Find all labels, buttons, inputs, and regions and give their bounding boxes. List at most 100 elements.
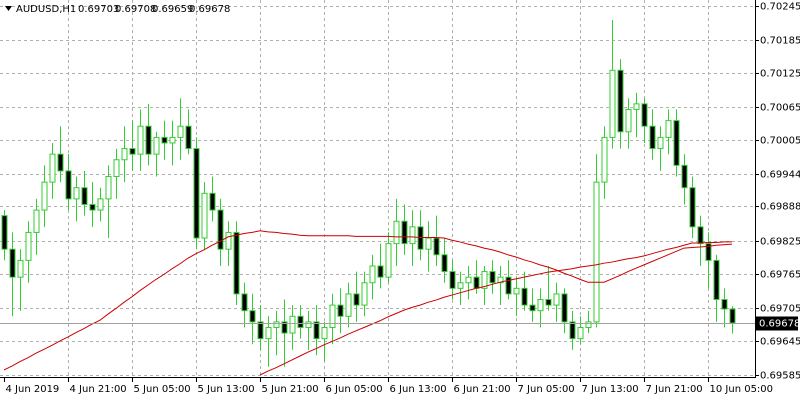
candle-body bbox=[697, 226, 704, 245]
candle-body bbox=[449, 271, 456, 289]
candle-body bbox=[577, 326, 584, 340]
header-low: 0.69659 bbox=[152, 4, 193, 15]
candle-body bbox=[521, 287, 528, 306]
candle-body bbox=[529, 304, 536, 312]
candle-body bbox=[121, 148, 128, 161]
candle-body bbox=[233, 231, 240, 295]
current-price-label: 0.69678 bbox=[759, 319, 800, 330]
candle-body bbox=[145, 125, 152, 155]
candle-body bbox=[41, 181, 48, 211]
candle-body bbox=[625, 108, 632, 133]
x-tick-label: 5 Jun 13:00 bbox=[198, 384, 255, 395]
x-tick-label: 6 Jun 13:00 bbox=[390, 384, 447, 395]
candle-body bbox=[217, 209, 224, 250]
candle-body bbox=[113, 159, 120, 178]
candle-body bbox=[705, 243, 712, 261]
candle-body bbox=[569, 321, 576, 340]
candle-body bbox=[249, 310, 256, 323]
y-tick-label: 0.69825 bbox=[760, 237, 800, 248]
candle-body bbox=[225, 231, 232, 250]
candle-body bbox=[489, 271, 496, 284]
current-price-box bbox=[756, 316, 798, 331]
y-tick-label: 0.70125 bbox=[760, 69, 800, 80]
candle-body bbox=[465, 276, 472, 284]
candle-body bbox=[321, 326, 328, 340]
candle-body bbox=[553, 293, 560, 306]
candle-body bbox=[441, 254, 448, 273]
candle-body bbox=[129, 148, 136, 155]
candle-body bbox=[593, 181, 600, 323]
candle-body bbox=[721, 299, 728, 310]
x-tick-label: 6 Jun 21:00 bbox=[454, 384, 511, 395]
candle-body bbox=[545, 299, 552, 306]
candle-body bbox=[161, 136, 168, 144]
candle-body bbox=[417, 226, 424, 250]
candle-body bbox=[377, 265, 384, 278]
candle-body bbox=[361, 282, 368, 306]
y-tick-label: 0.69765 bbox=[760, 270, 800, 281]
grid bbox=[0, 0, 755, 377]
candle-body bbox=[385, 243, 392, 278]
candle-body bbox=[257, 321, 264, 340]
x-tick-label: 5 Jun 21:00 bbox=[262, 384, 319, 395]
x-tick-label: 5 Jun 05:00 bbox=[134, 384, 191, 395]
candle-body bbox=[657, 136, 664, 150]
candle-body bbox=[345, 293, 352, 317]
y-tick-label: 0.70005 bbox=[760, 136, 800, 147]
y-tick-label: 0.70185 bbox=[760, 36, 800, 47]
candle-body bbox=[513, 287, 520, 295]
x-tick-label: 4 Jun 2019 bbox=[6, 384, 60, 395]
candle-body bbox=[505, 276, 512, 295]
candle-body bbox=[481, 271, 488, 289]
candle-body bbox=[313, 321, 320, 340]
candle-body bbox=[729, 308, 736, 324]
y-tick-label: 0.69585 bbox=[760, 371, 800, 382]
y-tick-label: 0.69944 bbox=[760, 170, 800, 181]
x-tick-label: 7 Jun 21:00 bbox=[646, 384, 703, 395]
candle-body bbox=[193, 148, 200, 239]
candle-body bbox=[681, 164, 688, 189]
candle-body bbox=[1, 215, 8, 250]
y-tick-label: 0.69888 bbox=[760, 202, 800, 213]
collapse-icon[interactable] bbox=[5, 6, 12, 11]
candle-body bbox=[633, 103, 640, 110]
candle-body bbox=[201, 192, 208, 239]
y-tick-label: 0.70245 bbox=[760, 2, 800, 13]
candle-body bbox=[185, 125, 192, 150]
candle-body bbox=[49, 153, 56, 183]
candle-body bbox=[137, 125, 144, 155]
candle-body bbox=[25, 231, 32, 261]
header-open: 0.69703 bbox=[78, 4, 119, 15]
y-tick-label: 0.69645 bbox=[760, 337, 800, 348]
candle-body bbox=[409, 226, 416, 245]
candle-body bbox=[425, 237, 432, 250]
candle-body bbox=[641, 103, 648, 127]
candle-body bbox=[561, 293, 568, 323]
candle-body bbox=[433, 237, 440, 256]
candle-body bbox=[177, 125, 184, 138]
candle-body bbox=[473, 276, 480, 289]
candle-body bbox=[649, 125, 656, 150]
candle-body bbox=[457, 282, 464, 289]
candle-body bbox=[9, 248, 16, 278]
candle-body bbox=[673, 120, 680, 166]
candle-body bbox=[289, 315, 296, 334]
x-tick-label: 6 Jun 05:00 bbox=[326, 384, 383, 395]
candle-body bbox=[81, 187, 88, 205]
candle-body bbox=[89, 203, 96, 211]
x-tick-label: 7 Jun 05:00 bbox=[518, 384, 575, 395]
candle-body bbox=[713, 259, 720, 301]
candle-body bbox=[585, 321, 592, 328]
candle-body bbox=[169, 136, 176, 144]
candle-body bbox=[337, 304, 344, 317]
candle-body bbox=[329, 304, 336, 328]
candle-body bbox=[617, 69, 624, 133]
symbol: AUDUSD,H1 bbox=[16, 4, 76, 15]
candle-body bbox=[601, 136, 608, 183]
candle-body bbox=[33, 209, 40, 233]
candle-body bbox=[497, 276, 504, 284]
x-tick-label: 7 Jun 13:00 bbox=[582, 384, 639, 395]
candle-body bbox=[369, 265, 376, 284]
